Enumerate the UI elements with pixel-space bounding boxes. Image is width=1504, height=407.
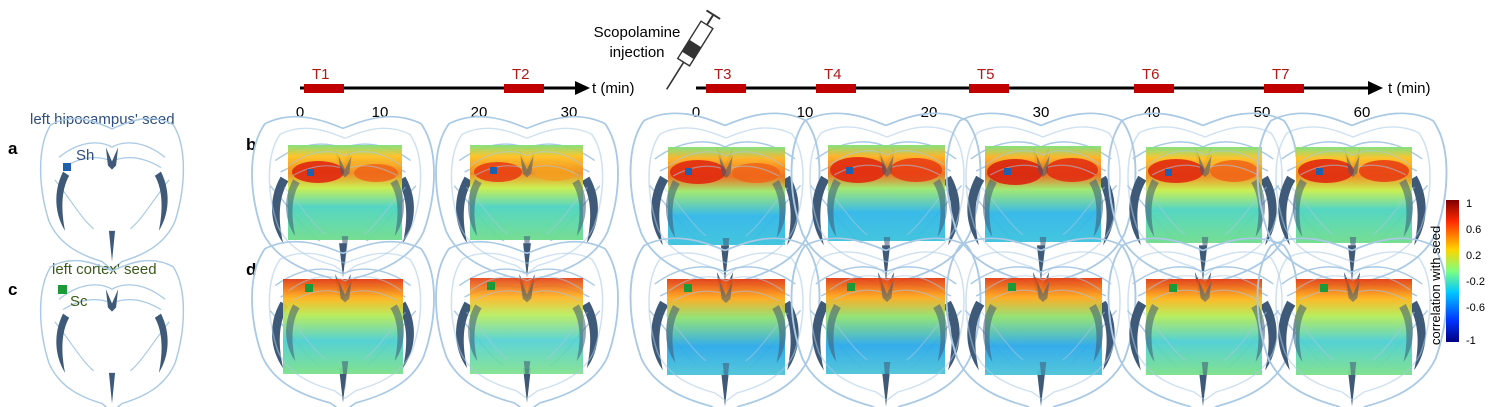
timepoint-bar-t4 <box>816 84 856 93</box>
timepoint-bar-t3 <box>706 84 746 93</box>
timepoint-label-t3: T3 <box>714 66 732 83</box>
colorbar-label: correlation with seed <box>1428 226 1443 345</box>
tick-label: 60 <box>1354 104 1371 121</box>
colorbar-tick: 1 <box>1466 198 1472 210</box>
timeline-left: T1 T2 0 10 20 30 t (min) <box>296 66 635 121</box>
correlation-map-d-t5 <box>945 237 1137 407</box>
colorbar-tick: -0.6 <box>1466 302 1485 314</box>
correlation-map-d-t7 <box>1256 237 1448 407</box>
tick-label: 30 <box>1033 104 1050 121</box>
correlation-map-d-t4 <box>790 237 982 407</box>
correlation-map-b-t3 <box>629 112 821 292</box>
correlation-map-b-t2 <box>435 115 619 288</box>
syringe-icon <box>666 9 721 90</box>
panel-label-c: c <box>8 280 17 299</box>
correlation-map-b-t6 <box>1107 112 1299 292</box>
seed-marker-cortex <box>58 285 67 294</box>
tick-label: 20 <box>471 104 488 121</box>
panel-label-d: d <box>246 260 256 279</box>
seed-label-sc: Sc <box>70 293 88 310</box>
tick-label: 0 <box>692 104 700 121</box>
brain-atlas-outline-a <box>39 117 185 271</box>
timepoint-bar-t1 <box>304 84 344 93</box>
correlation-map-d-t6 <box>1107 237 1299 407</box>
correlation-map-d-t3 <box>629 237 821 407</box>
timepoint-bar-t2 <box>504 84 544 93</box>
correlation-map-b-t5 <box>945 112 1137 292</box>
seed-label-sh: Sh <box>76 147 94 164</box>
panel-label-b: b <box>246 135 256 154</box>
correlation-map-b-t1 <box>251 115 435 288</box>
hippocampus-seed-title: left hipocampus' seed <box>30 111 175 128</box>
correlation-map-b-t7 <box>1256 112 1448 292</box>
timepoint-bar-t7 <box>1264 84 1304 93</box>
colorbar: 1 0.6 0.2 -0.2 -0.6 -1 correlation with … <box>1428 198 1485 347</box>
row-b-maps <box>251 112 1448 292</box>
injection-label-line2: injection <box>609 44 664 61</box>
timepoint-label-t4: T4 <box>824 66 842 83</box>
correlation-map-d-t2 <box>435 240 619 407</box>
timepoint-bar-t6 <box>1134 84 1174 93</box>
timepoint-bar-t5 <box>969 84 1009 93</box>
tick-label: 0 <box>296 104 304 121</box>
timeline-right-axis-label: t (min) <box>1388 80 1431 97</box>
timepoint-label-t5: T5 <box>977 66 995 83</box>
panel-a: a left hipocampus' seed Sh <box>8 111 185 271</box>
tick-label: 50 <box>1254 104 1271 121</box>
injection-label-line1: Scopolamine <box>594 24 681 41</box>
injection-annotation: Scopolamine injection <box>594 9 721 90</box>
seed-marker-hippocampus <box>63 163 71 171</box>
colorbar-tick: -0.2 <box>1466 276 1485 288</box>
timepoint-label-t7: T7 <box>1272 66 1290 83</box>
timeline-right: T3 T4 T5 T6 T7 0 10 20 30 40 50 60 t (mi… <box>692 66 1431 121</box>
row-d-maps <box>251 237 1448 407</box>
brain-atlas-outline-c <box>39 259 185 407</box>
correlation-map-d-t1 <box>251 240 435 407</box>
timepoint-label-t1: T1 <box>312 66 330 83</box>
colorbar-tick: 0.2 <box>1466 250 1481 262</box>
panel-c: c left cortex' seed Sc <box>8 259 185 407</box>
colorbar-tick: 0.6 <box>1466 224 1481 236</box>
tick-label: 30 <box>561 104 578 121</box>
colorbar-tick: -1 <box>1466 335 1476 347</box>
timeline-left-arrowhead <box>575 81 590 95</box>
timeline-left-axis-label: t (min) <box>592 80 635 97</box>
timepoint-label-t6: T6 <box>1142 66 1160 83</box>
cortex-seed-title: left cortex' seed <box>52 261 157 278</box>
panel-label-a: a <box>8 139 18 158</box>
timeline-right-arrowhead <box>1368 81 1383 95</box>
timepoint-label-t2: T2 <box>512 66 530 83</box>
colorbar-gradient <box>1446 200 1459 342</box>
tick-label: 20 <box>921 104 938 121</box>
tick-label: 10 <box>797 104 814 121</box>
correlation-map-b-t4 <box>790 112 982 292</box>
